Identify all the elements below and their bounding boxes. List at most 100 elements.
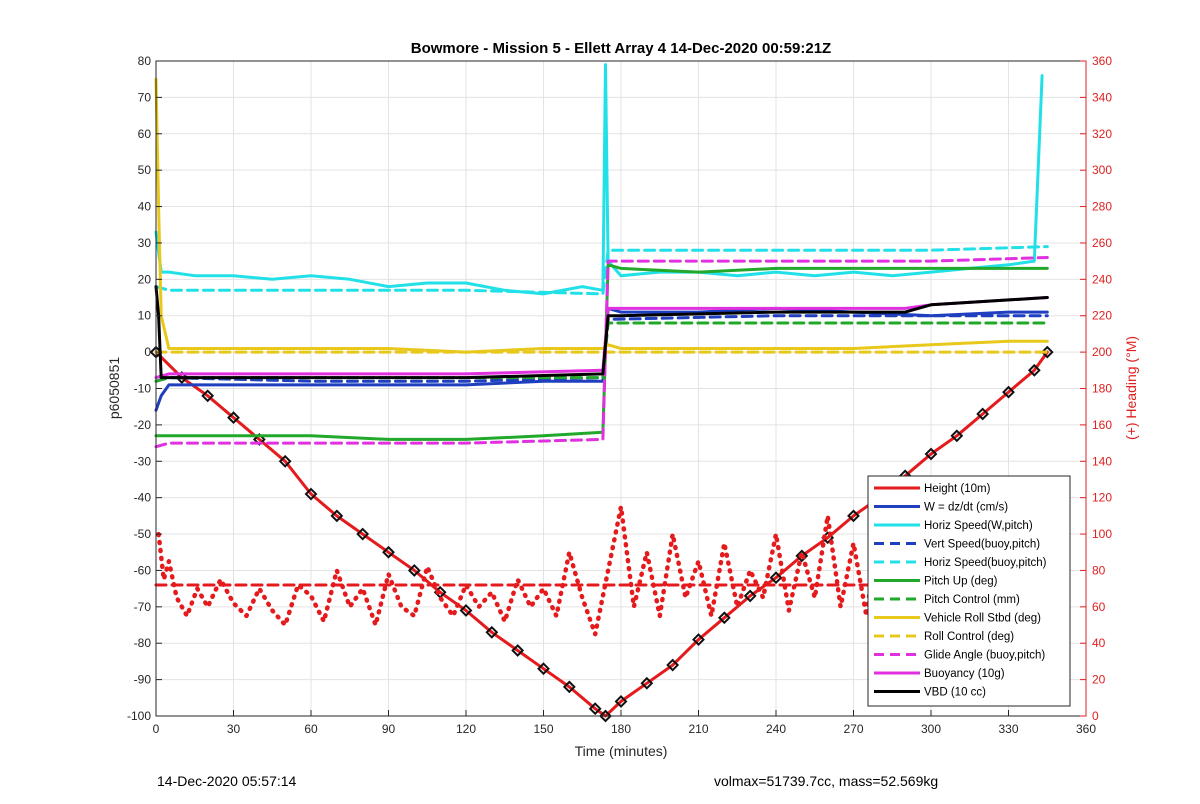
x-tick-label: 330 (998, 722, 1018, 736)
y2-tick-label: 240 (1092, 272, 1112, 286)
height-marker (407, 564, 421, 577)
y2-tick-label: 280 (1092, 200, 1112, 214)
height-marker (640, 676, 654, 690)
legend-entry: VBD (10 cc) (924, 687, 986, 699)
legend-entry: Roll Control (deg) (924, 631, 1014, 643)
y2-axis-label: (+) Heading (°M) (1123, 336, 1139, 440)
height-marker (976, 407, 990, 421)
legend-entry: Height (10m) (924, 483, 991, 495)
y-tick-label: -60 (134, 563, 152, 577)
footer-timestamp: 14-Dec-2020 05:57:14 (157, 773, 297, 789)
y2-tick-label: 100 (1092, 527, 1112, 541)
height-marker (599, 709, 612, 723)
y2-tick-label: 140 (1092, 454, 1112, 468)
height-marker (666, 658, 680, 672)
legend-entry: Pitch Control (mm) (924, 594, 1020, 606)
y-tick-label: -100 (127, 709, 151, 723)
legend-entry: Pitch Up (deg) (924, 576, 998, 588)
height-marker (562, 680, 576, 694)
y2-tick-label: 260 (1092, 236, 1112, 250)
y2-tick-label: 200 (1092, 345, 1112, 359)
height-marker (717, 611, 731, 625)
x-tick-label: 90 (382, 722, 396, 736)
legend-entry: W = dz/dt (cm/s) (924, 502, 1008, 514)
y2-tick-label: 160 (1092, 418, 1112, 432)
x-tick-label: 240 (766, 722, 786, 736)
height-marker (769, 571, 783, 585)
y-tick-label: 70 (138, 90, 152, 104)
y2-tick-label: 20 (1092, 673, 1106, 687)
y-tick-label: 30 (138, 236, 152, 250)
y-tick-label: -80 (134, 636, 152, 650)
y-tick-label: 0 (144, 345, 151, 359)
y2-tick-label: 40 (1092, 636, 1106, 650)
chart-title: Bowmore - Mission 5 - Ellett Array 4 14-… (411, 40, 831, 57)
y-tick-label: -20 (134, 418, 152, 432)
height-marker (278, 454, 292, 468)
height-marker (382, 545, 395, 559)
height-marker (588, 702, 602, 716)
y-tick-label: -30 (134, 454, 152, 468)
x-axis-label: Time (minutes) (575, 743, 668, 759)
y2-tick-label: 0 (1092, 709, 1099, 723)
x-tick-label: 270 (843, 722, 863, 736)
y2-tick-label: 60 (1092, 600, 1106, 614)
height-marker (847, 509, 860, 523)
height-marker (356, 527, 370, 541)
height-marker (201, 389, 215, 403)
y-tick-label: 10 (138, 309, 152, 323)
height-marker (1040, 345, 1054, 359)
y2-tick-label: 80 (1092, 563, 1106, 577)
y-tick-label: 80 (138, 54, 152, 68)
y2-tick-label: 340 (1092, 90, 1112, 104)
legend-box (867, 475, 1071, 707)
height-marker (692, 633, 705, 646)
legend: Height (10m) W = dz/dt (cm/s) Horiz Speed(… (867, 475, 1071, 707)
y-tick-label: -90 (134, 673, 152, 687)
height-marker (330, 509, 344, 523)
height-marker (459, 604, 473, 617)
y2-tick-label: 300 (1092, 163, 1112, 177)
height-marker (795, 549, 809, 563)
x-tick-label: 150 (533, 722, 553, 736)
x-tick-label: 60 (304, 722, 318, 736)
y-tick-label: 20 (138, 272, 152, 286)
x-tick-label: 30 (227, 722, 241, 736)
legend-entry: Horiz Speed(buoy,pitch) (924, 557, 1047, 569)
series-line-7 (154, 77, 1049, 354)
y-tick-label: 50 (138, 163, 152, 177)
footer-stats: volmax=51739.7cc, mass=52.569kg (714, 773, 939, 789)
height-marker (227, 411, 240, 425)
height-marker (950, 429, 964, 443)
series-line-4 (154, 245, 1049, 296)
height-marker (924, 447, 938, 461)
x-tick-label: 210 (688, 722, 708, 736)
ticks: 0 30 60 90 120 150 180 210 240 270 300 330 360-100-9… (127, 54, 1112, 736)
legend-entry: Horiz Speed(W,pitch) (924, 520, 1033, 532)
height-marker (614, 695, 628, 708)
height-marker (511, 644, 525, 657)
series-line-11 (154, 285, 1049, 380)
series-line-9 (154, 256, 1049, 449)
x-tick-label: 300 (921, 722, 941, 736)
x-tick-label: 360 (1076, 722, 1096, 736)
height-marker (1027, 363, 1041, 377)
y-tick-label: -50 (134, 527, 152, 541)
y-tick-label: -40 (134, 491, 152, 505)
height-marker (537, 662, 550, 676)
series-line-6 (154, 321, 1049, 383)
height-marker (485, 625, 499, 639)
x-tick-label: 180 (611, 722, 631, 736)
legend-entry: Glide Angle (buoy,pitch) (924, 650, 1045, 662)
height-marker (1002, 385, 1015, 399)
y-tick-label: 60 (138, 127, 152, 141)
y2-tick-label: 320 (1092, 127, 1112, 141)
height-marker (743, 589, 757, 603)
y2-tick-label: 220 (1092, 309, 1112, 323)
legend-entry: Buoyancy (10g) (924, 668, 1005, 680)
y-tick-label: 40 (138, 200, 152, 214)
y2-tick-label: 180 (1092, 382, 1112, 396)
y-tick-label: -10 (134, 382, 152, 396)
x-tick-label: 0 (153, 722, 160, 736)
legend-entry: Vert Speed(buoy,pitch) (924, 539, 1040, 551)
